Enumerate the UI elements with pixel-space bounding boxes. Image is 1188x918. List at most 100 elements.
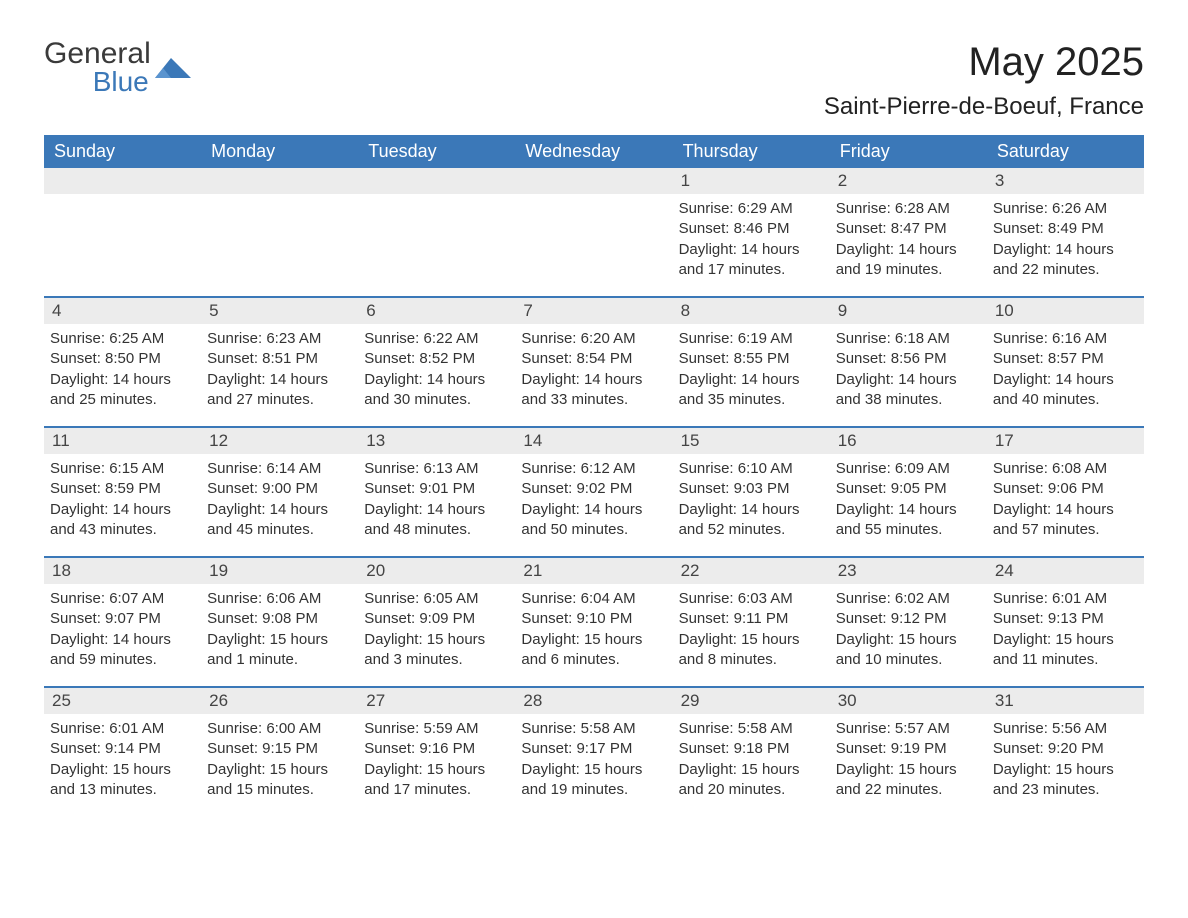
sunset-text: Sunset: 9:08 PM [207, 609, 352, 629]
sunset-text: Sunset: 8:54 PM [521, 349, 666, 369]
day-cell: 28Sunrise: 5:58 AMSunset: 9:17 PMDayligh… [515, 688, 672, 816]
day-body: Sunrise: 6:08 AMSunset: 9:06 PMDaylight:… [987, 454, 1144, 548]
day-number [201, 168, 358, 194]
day-cell: 31Sunrise: 5:56 AMSunset: 9:20 PMDayligh… [987, 688, 1144, 816]
day-body: Sunrise: 6:02 AMSunset: 9:12 PMDaylight:… [830, 584, 987, 678]
day-number: 16 [830, 428, 987, 454]
sunset-text: Sunset: 9:10 PM [521, 609, 666, 629]
daylight-text: Daylight: 14 hours and 59 minutes. [50, 630, 195, 671]
sunrise-text: Sunrise: 6:08 AM [993, 459, 1138, 479]
day-cell: 14Sunrise: 6:12 AMSunset: 9:02 PMDayligh… [515, 428, 672, 556]
daylight-text: Daylight: 15 hours and 8 minutes. [679, 630, 824, 671]
daylight-text: Daylight: 15 hours and 19 minutes. [521, 760, 666, 801]
day-body: Sunrise: 6:10 AMSunset: 9:03 PMDaylight:… [673, 454, 830, 548]
daylight-text: Daylight: 14 hours and 40 minutes. [993, 370, 1138, 411]
sunset-text: Sunset: 8:50 PM [50, 349, 195, 369]
day-body: Sunrise: 6:26 AMSunset: 8:49 PMDaylight:… [987, 194, 1144, 288]
day-cell: 7Sunrise: 6:20 AMSunset: 8:54 PMDaylight… [515, 298, 672, 426]
sunset-text: Sunset: 9:13 PM [993, 609, 1138, 629]
sunrise-text: Sunrise: 6:07 AM [50, 589, 195, 609]
sunrise-text: Sunrise: 6:12 AM [521, 459, 666, 479]
week-row: 1Sunrise: 6:29 AMSunset: 8:46 PMDaylight… [44, 168, 1144, 296]
month-title: May 2025 [824, 40, 1144, 85]
sunrise-text: Sunrise: 5:56 AM [993, 719, 1138, 739]
sunrise-text: Sunrise: 6:28 AM [836, 199, 981, 219]
day-number: 1 [673, 168, 830, 194]
day-cell: 25Sunrise: 6:01 AMSunset: 9:14 PMDayligh… [44, 688, 201, 816]
sunset-text: Sunset: 8:59 PM [50, 479, 195, 499]
day-number: 25 [44, 688, 201, 714]
day-header: Friday [830, 135, 987, 168]
sunset-text: Sunset: 8:51 PM [207, 349, 352, 369]
day-body: Sunrise: 5:59 AMSunset: 9:16 PMDaylight:… [358, 714, 515, 808]
day-number [44, 168, 201, 194]
sunrise-text: Sunrise: 6:26 AM [993, 199, 1138, 219]
daylight-text: Daylight: 14 hours and 27 minutes. [207, 370, 352, 411]
day-number: 23 [830, 558, 987, 584]
sunrise-text: Sunrise: 6:01 AM [993, 589, 1138, 609]
week-row: 25Sunrise: 6:01 AMSunset: 9:14 PMDayligh… [44, 686, 1144, 816]
day-number: 29 [673, 688, 830, 714]
sunrise-text: Sunrise: 6:22 AM [364, 329, 509, 349]
sunset-text: Sunset: 8:56 PM [836, 349, 981, 369]
daylight-text: Daylight: 15 hours and 11 minutes. [993, 630, 1138, 671]
sunset-text: Sunset: 9:19 PM [836, 739, 981, 759]
day-body: Sunrise: 6:20 AMSunset: 8:54 PMDaylight:… [515, 324, 672, 418]
daylight-text: Daylight: 14 hours and 25 minutes. [50, 370, 195, 411]
sunrise-text: Sunrise: 6:16 AM [993, 329, 1138, 349]
day-number: 13 [358, 428, 515, 454]
daylight-text: Daylight: 14 hours and 35 minutes. [679, 370, 824, 411]
day-body: Sunrise: 6:23 AMSunset: 8:51 PMDaylight:… [201, 324, 358, 418]
day-cell: 8Sunrise: 6:19 AMSunset: 8:55 PMDaylight… [673, 298, 830, 426]
sunrise-text: Sunrise: 5:57 AM [836, 719, 981, 739]
daylight-text: Daylight: 15 hours and 6 minutes. [521, 630, 666, 671]
day-number: 15 [673, 428, 830, 454]
daylight-text: Daylight: 15 hours and 22 minutes. [836, 760, 981, 801]
day-number: 8 [673, 298, 830, 324]
day-body: Sunrise: 6:16 AMSunset: 8:57 PMDaylight:… [987, 324, 1144, 418]
sunrise-text: Sunrise: 6:20 AM [521, 329, 666, 349]
day-body: Sunrise: 5:57 AMSunset: 9:19 PMDaylight:… [830, 714, 987, 808]
daylight-text: Daylight: 15 hours and 10 minutes. [836, 630, 981, 671]
day-cell: 11Sunrise: 6:15 AMSunset: 8:59 PMDayligh… [44, 428, 201, 556]
day-number: 17 [987, 428, 1144, 454]
day-header: Wednesday [515, 135, 672, 168]
day-body: Sunrise: 6:13 AMSunset: 9:01 PMDaylight:… [358, 454, 515, 548]
sunrise-text: Sunrise: 6:29 AM [679, 199, 824, 219]
day-number: 4 [44, 298, 201, 324]
daylight-text: Daylight: 14 hours and 30 minutes. [364, 370, 509, 411]
day-number: 7 [515, 298, 672, 324]
sunset-text: Sunset: 8:49 PM [993, 219, 1138, 239]
sunrise-text: Sunrise: 6:25 AM [50, 329, 195, 349]
day-body: Sunrise: 6:07 AMSunset: 9:07 PMDaylight:… [44, 584, 201, 678]
logo: General Blue [44, 40, 193, 95]
daylight-text: Daylight: 15 hours and 13 minutes. [50, 760, 195, 801]
sunrise-text: Sunrise: 6:01 AM [50, 719, 195, 739]
sunset-text: Sunset: 9:09 PM [364, 609, 509, 629]
day-body: Sunrise: 6:01 AMSunset: 9:13 PMDaylight:… [987, 584, 1144, 678]
day-body: Sunrise: 6:15 AMSunset: 8:59 PMDaylight:… [44, 454, 201, 548]
sunset-text: Sunset: 8:57 PM [993, 349, 1138, 369]
day-header: Monday [201, 135, 358, 168]
day-number: 21 [515, 558, 672, 584]
daylight-text: Daylight: 14 hours and 48 minutes. [364, 500, 509, 541]
sunset-text: Sunset: 8:52 PM [364, 349, 509, 369]
day-body: Sunrise: 6:00 AMSunset: 9:15 PMDaylight:… [201, 714, 358, 808]
logo-flag-icon [153, 54, 193, 82]
day-number: 12 [201, 428, 358, 454]
sunrise-text: Sunrise: 6:06 AM [207, 589, 352, 609]
day-number: 24 [987, 558, 1144, 584]
daylight-text: Daylight: 14 hours and 50 minutes. [521, 500, 666, 541]
day-body: Sunrise: 6:29 AMSunset: 8:46 PMDaylight:… [673, 194, 830, 288]
sunset-text: Sunset: 9:00 PM [207, 479, 352, 499]
daylight-text: Daylight: 14 hours and 38 minutes. [836, 370, 981, 411]
daylight-text: Daylight: 14 hours and 33 minutes. [521, 370, 666, 411]
day-body: Sunrise: 5:58 AMSunset: 9:17 PMDaylight:… [515, 714, 672, 808]
day-cell: 1Sunrise: 6:29 AMSunset: 8:46 PMDaylight… [673, 168, 830, 296]
location-label: Saint-Pierre-de-Boeuf, France [824, 93, 1144, 121]
day-number [358, 168, 515, 194]
logo-general: General [44, 40, 151, 69]
day-cell: 29Sunrise: 5:58 AMSunset: 9:18 PMDayligh… [673, 688, 830, 816]
sunrise-text: Sunrise: 6:15 AM [50, 459, 195, 479]
day-number: 19 [201, 558, 358, 584]
